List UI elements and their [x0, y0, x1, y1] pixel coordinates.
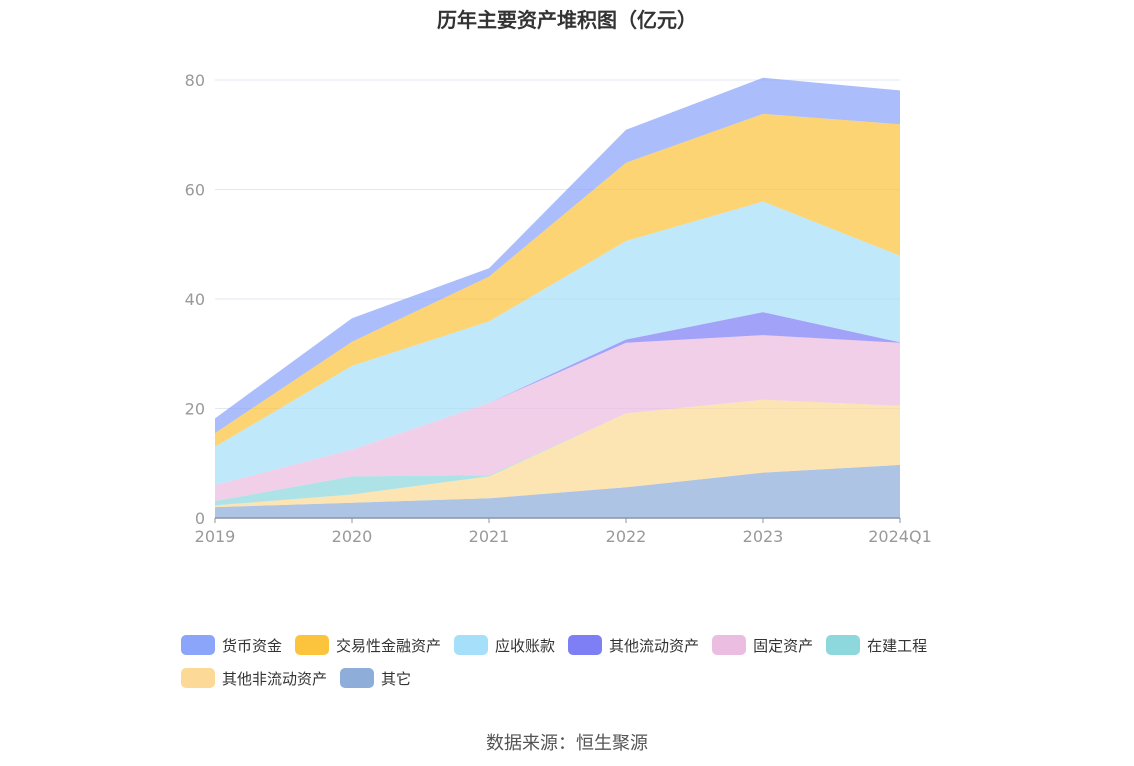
area-其他非流动资产: [215, 399, 900, 508]
legend-item[interactable]: 其它: [340, 668, 411, 689]
legend-label: 其他非流动资产: [222, 669, 328, 688]
legend-item[interactable]: 应收账款: [454, 635, 555, 656]
legend-item[interactable]: 固定资产: [712, 635, 813, 656]
x-tick-label: 2019: [195, 527, 236, 546]
area-应收账款: [215, 201, 900, 486]
data-source: 数据来源：恒生聚源: [486, 733, 648, 754]
legend-swatch: [181, 635, 215, 655]
legend-swatch: [295, 635, 330, 655]
legend-label: 固定资产: [753, 636, 814, 655]
area-其它: [215, 464, 900, 518]
x-tick-label: 2023: [743, 527, 784, 546]
x-tick-label: 2020: [332, 527, 373, 546]
legend-label: 在建工程: [867, 636, 928, 655]
legend-swatch: [826, 635, 861, 655]
legend-label: 其他流动资产: [609, 636, 700, 655]
area-交易性金融资产: [215, 113, 900, 447]
y-tick-label: 40: [185, 290, 205, 309]
legend-label: 其它: [381, 669, 412, 688]
area-货币资金: [215, 77, 900, 434]
legend-swatch: [712, 635, 747, 655]
legend-row: 其他非流动资产 其它: [181, 665, 1001, 691]
legend-swatch: [340, 668, 375, 688]
legend-item[interactable]: 货币资金: [181, 635, 282, 656]
legend-label: 应收账款: [495, 636, 556, 655]
axes: 0 20 40 60 80 2019 2020 2021 2022 2023 2024Q1: [185, 71, 932, 546]
area-在建工程: [215, 399, 900, 506]
legend-item[interactable]: 其他流动资产: [568, 635, 699, 656]
legend-swatch: [454, 635, 489, 655]
x-tick-label: 2021: [469, 527, 510, 546]
legend-item[interactable]: 交易性金融资产: [295, 635, 441, 656]
legend-item[interactable]: 在建工程: [826, 635, 927, 656]
y-tick-label: 80: [185, 71, 205, 90]
legend-item[interactable]: 其他非流动资产: [181, 668, 327, 689]
area-series: [215, 77, 900, 518]
y-tick-label: 60: [185, 181, 205, 200]
x-tick-label: 2022: [606, 527, 647, 546]
legend-swatch: [181, 668, 215, 688]
legend-swatch: [568, 635, 603, 655]
legend-row: 货币资金 交易性金融资产 应收账款 其他流动资产 固定资产 在建工程: [181, 632, 1001, 658]
y-tick-label: 0: [195, 509, 205, 528]
x-tick-label: 2024Q1: [868, 527, 932, 546]
legend-label: 货币资金: [222, 636, 283, 655]
chart-title: 历年主要资产堆积图（亿元）: [437, 8, 697, 32]
y-tick-label: 20: [185, 400, 205, 419]
area-其他流动资产: [215, 312, 900, 486]
chart-plot: 0 20 40 60 80 2019 2020 2021 2022 2023 2024Q1: [185, 71, 932, 546]
legend: 货币资金 交易性金融资产 应收账款 其他流动资产 固定资产 在建工程其他非流动资产 其它: [181, 632, 1001, 698]
legend-label: 交易性金融资产: [336, 636, 442, 655]
area-固定资产: [215, 335, 900, 501]
